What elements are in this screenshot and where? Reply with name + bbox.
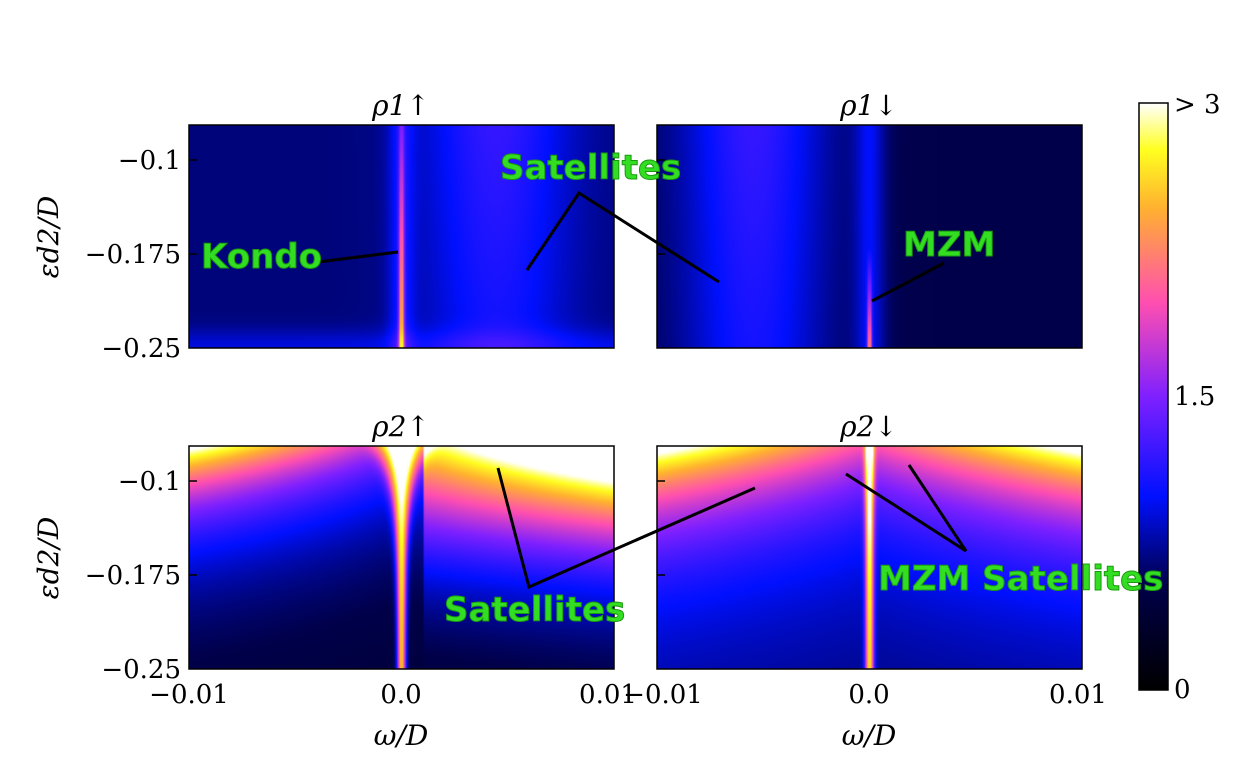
x-axis-label: ω/D <box>374 719 429 752</box>
heatmap-rho1up <box>189 125 614 348</box>
y-tick-label: −0.1 <box>118 467 181 497</box>
panel-title: ρ1↑ <box>371 89 430 122</box>
panel-title: ρ1↓ <box>839 89 898 122</box>
y-axis-label: εd2/D <box>32 196 65 279</box>
x-tick-label: 0.01 <box>1049 680 1107 710</box>
y-tick-label: −0.25 <box>101 334 181 364</box>
x-tick-label: 0.01 <box>579 680 637 710</box>
annotation-mzm: MZM <box>903 225 995 265</box>
y-tick-label: −0.1 <box>118 146 181 176</box>
y-tick-label: −0.25 <box>101 655 181 685</box>
colorbar <box>1138 102 1169 691</box>
heatmap-rho2up <box>189 446 614 669</box>
annotation-satellites: Satellites <box>500 148 681 188</box>
y-tick-marks <box>189 159 665 576</box>
x-tick-label: −0.01 <box>623 680 703 710</box>
annotation-kondo: Kondo <box>201 237 322 277</box>
panel-frame <box>656 124 1083 349</box>
heatmap-rho1down <box>657 125 1082 348</box>
panel-title: ρ2↓ <box>839 410 898 443</box>
colorbar-tick-label: 1.5 <box>1174 382 1215 412</box>
heatmap-rho2down <box>657 446 1082 669</box>
colorbar-tick-label: > 3 <box>1174 90 1221 120</box>
x-axis-label: ω/D <box>842 719 897 752</box>
panel-frame <box>188 124 615 349</box>
panel-frame <box>656 445 1083 670</box>
panel-frame <box>188 445 615 670</box>
y-axis-label: εd2/D <box>32 517 65 600</box>
colorbar-tick-label: 0 <box>1174 675 1191 705</box>
y-tick-label: −0.175 <box>85 561 181 591</box>
x-tick-label: −0.01 <box>149 680 229 710</box>
x-tick-label: 0.0 <box>380 680 421 710</box>
y-tick-label: −0.175 <box>85 240 181 270</box>
annotation-mzm-satellites: MZM Satellites <box>878 559 1163 599</box>
annotation-satellites: Satellites <box>444 590 625 630</box>
annotation-pointers <box>317 190 968 590</box>
x-tick-label: 0.0 <box>848 680 889 710</box>
panel-title: ρ2↑ <box>371 410 430 443</box>
